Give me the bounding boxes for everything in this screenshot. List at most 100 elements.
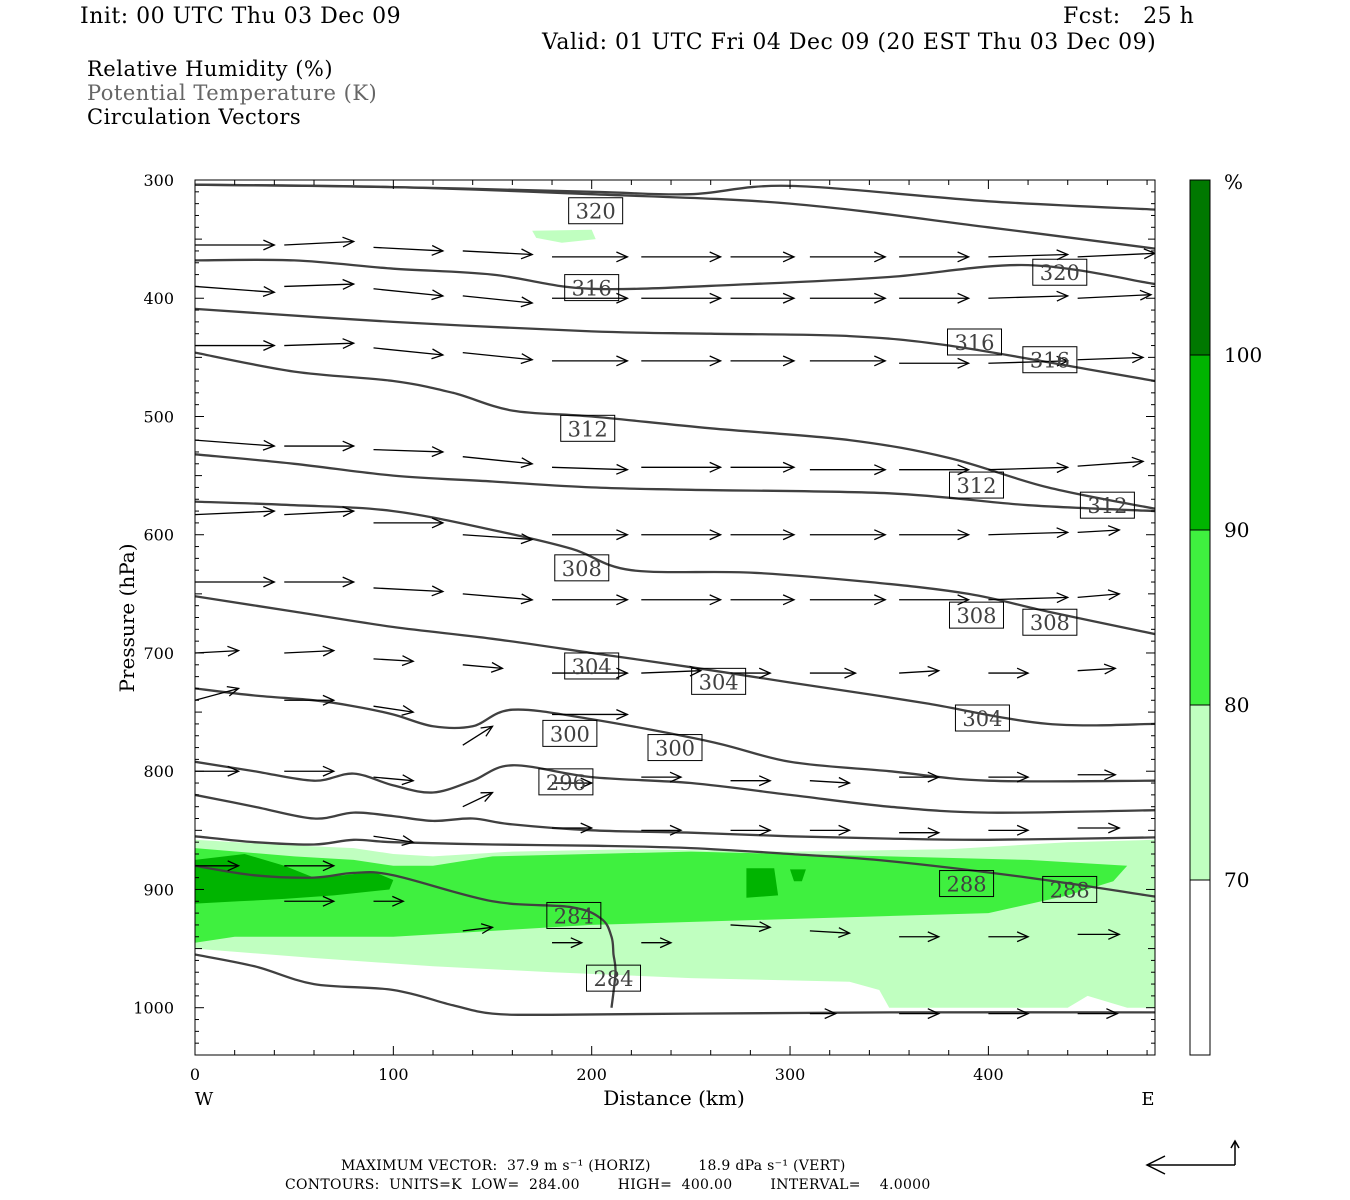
circulation-vector <box>899 357 971 369</box>
y-tick-label: 900 <box>143 880 174 899</box>
circulation-vector <box>462 661 504 673</box>
contour-label: 288 <box>939 870 995 898</box>
contour-label: 316 <box>1022 346 1078 374</box>
circulation-vector <box>373 244 445 256</box>
circulation-vector <box>462 791 494 808</box>
circulation-vector <box>462 456 534 469</box>
reference-vector-icon <box>1145 1139 1240 1175</box>
circulation-vector <box>195 340 276 351</box>
svg-text:304: 304 <box>962 707 1002 731</box>
circulation-vector <box>284 765 336 777</box>
circulation-vector <box>552 822 594 834</box>
circulation-vector <box>284 694 336 706</box>
svg-text:304: 304 <box>699 670 739 694</box>
contour-label: 300 <box>542 719 598 747</box>
circulation-vector <box>988 931 1030 943</box>
circulation-vector <box>730 921 772 933</box>
circulation-vector <box>284 236 356 248</box>
contour-label: 312 <box>560 414 616 442</box>
svg-text:312: 312 <box>956 474 996 498</box>
contour-label: 284 <box>546 901 602 929</box>
contour-label: 308 <box>554 554 610 582</box>
circulation-vector <box>462 248 534 260</box>
legend-potential-temperature: Potential Temperature (K) <box>87 81 378 105</box>
circulation-vector <box>809 251 887 263</box>
contour-label: 312 <box>1079 491 1135 519</box>
isentrope-308 <box>195 595 1155 727</box>
circulation-vector <box>899 1008 941 1020</box>
svg-text:308: 308 <box>956 604 996 628</box>
circulation-vector <box>899 931 941 943</box>
circulation-vector <box>284 895 336 907</box>
circulation-vector <box>373 774 415 786</box>
colorbar: 100 90 80 70 <box>1189 179 1262 1056</box>
contour-label: 312 <box>948 471 1004 499</box>
svg-text:320: 320 <box>576 200 616 224</box>
max-vector-note: MAXIMUM VECTOR: 37.9 m s⁻¹ (HORIZ) 18.9 … <box>341 1158 846 1174</box>
circulation-vector <box>988 771 1030 783</box>
circulation-vector <box>988 824 1030 836</box>
contour-label: 304 <box>564 652 620 680</box>
isentrope-292 <box>195 835 1155 898</box>
circulation-vector <box>641 594 723 606</box>
circulation-vector <box>1077 928 1121 940</box>
circulation-vector <box>373 835 415 847</box>
circulation-vector <box>988 249 1070 261</box>
contour-label: 308 <box>948 601 1004 629</box>
isentrope-320 <box>195 258 1155 291</box>
y-tick-label: 700 <box>143 644 174 663</box>
contour-label: 304 <box>954 704 1010 732</box>
colorbar-segment <box>1190 705 1210 880</box>
y-axis-label: Pressure (hPa) <box>115 544 139 693</box>
circulation-vector <box>809 824 852 836</box>
svg-text:308: 308 <box>1030 611 1070 635</box>
x-axis-label: Distance (km) <box>603 1086 745 1110</box>
circulation-vector <box>730 461 796 473</box>
circulation-vector <box>899 771 941 783</box>
circulation-vector <box>552 529 629 541</box>
circulation-vector <box>195 285 276 298</box>
circulation-vector <box>730 529 796 541</box>
circulation-vector <box>809 776 852 788</box>
colorbar-label: 90 <box>1224 518 1249 542</box>
circulation-vector <box>988 667 1030 679</box>
circulation-vector <box>988 462 1070 474</box>
isentrope-296 <box>195 793 1155 841</box>
svg-text:308: 308 <box>562 557 602 581</box>
circulation-vector <box>899 594 971 606</box>
y-tick-label: 500 <box>143 407 174 426</box>
circulation-vector <box>284 440 356 452</box>
circulation-vector <box>730 667 772 679</box>
svg-text:312: 312 <box>568 417 608 441</box>
circulation-vector <box>552 355 629 367</box>
svg-text:320: 320 <box>1040 261 1080 285</box>
contour-label: 308 <box>1022 608 1078 636</box>
svg-text:316: 316 <box>954 331 994 355</box>
colorbar-segment <box>1190 355 1210 530</box>
forecast-hour: Fcst: 25 h <box>1063 4 1195 29</box>
circulation-vector <box>284 278 356 290</box>
circulation-vector <box>809 594 887 606</box>
contour-label: 288 <box>1042 875 1098 903</box>
contour-labels: 320 316 320 316 316 312 312 312 308 308 308 304 304 3… <box>538 197 1135 992</box>
contour-label: 304 <box>691 667 747 695</box>
svg-text:284: 284 <box>554 904 594 928</box>
contour-label: 320 <box>1032 258 1088 286</box>
circulation-vector <box>641 824 683 836</box>
circulation-vector <box>373 655 415 667</box>
circulation-vector <box>552 463 630 475</box>
circulation-vector <box>373 288 445 301</box>
circulation-vector <box>1077 352 1145 364</box>
rh-region-70-80 <box>532 229 596 243</box>
circulation-vector <box>1077 289 1153 301</box>
svg-text:288: 288 <box>947 873 987 897</box>
circulation-vector <box>462 725 494 746</box>
circulation-vector <box>195 860 241 872</box>
circulation-vector <box>641 529 723 541</box>
circulation-vector <box>988 1008 1030 1020</box>
circulation-vector <box>373 585 445 597</box>
isentrope-316 <box>195 307 1155 383</box>
x-tick-label: 100 <box>378 1065 409 1084</box>
x-tick-label: 300 <box>775 1065 806 1084</box>
